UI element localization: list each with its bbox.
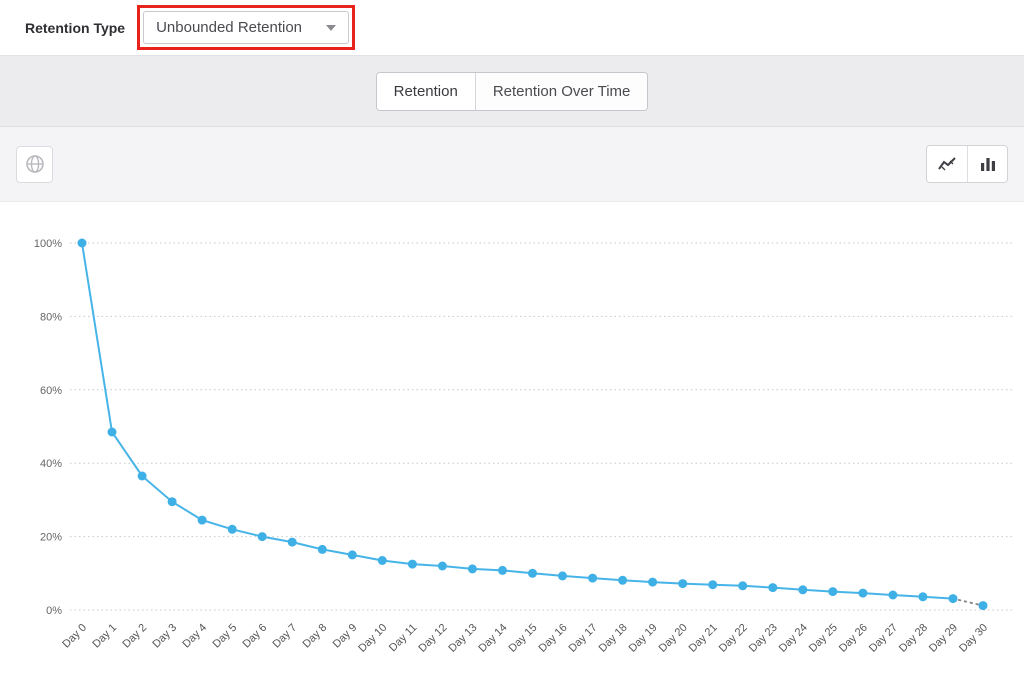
data-point[interactable] (888, 590, 898, 600)
x-tick-label: Day 0 (60, 622, 89, 651)
bar-chart-button[interactable] (967, 146, 1007, 182)
retention-type-bar: Retention Type Unbounded Retention (0, 0, 1024, 56)
data-point[interactable] (107, 427, 117, 437)
data-point[interactable] (768, 583, 778, 593)
bar-chart-icon (980, 158, 995, 171)
data-point[interactable] (648, 577, 658, 587)
x-tick-label: Day 5 (210, 622, 239, 651)
data-point[interactable] (978, 601, 988, 611)
data-point[interactable] (678, 579, 688, 589)
x-tick-label: Day 19 (627, 622, 660, 655)
x-tick-label: Day 25 (807, 622, 840, 655)
retention-line (81, 242, 954, 600)
line-chart-icon (938, 157, 956, 171)
x-tick-label: Day 21 (687, 622, 720, 655)
data-point[interactable] (377, 556, 387, 565)
data-point[interactable] (317, 544, 327, 554)
data-point[interactable] (227, 524, 237, 534)
x-tick-label: Day 22 (717, 622, 750, 655)
x-tick-label: Day 15 (506, 622, 539, 655)
x-tick-label: Day 13 (446, 622, 479, 655)
line-chart-button[interactable] (927, 146, 967, 182)
x-tick-label: Day 14 (476, 622, 509, 655)
y-tick-label: 40% (40, 458, 62, 470)
chart-type-toggle (926, 145, 1008, 183)
x-tick-label: Day 6 (241, 622, 270, 651)
retention-type-label: Retention Type (25, 19, 126, 36)
data-point[interactable] (498, 565, 507, 575)
x-tick-label: Day 24 (777, 622, 810, 655)
tab-retention[interactable]: Retention (376, 72, 475, 110)
annotation-box: Unbounded Retention (137, 5, 356, 50)
x-tick-label: Day 16 (537, 622, 570, 655)
retention-line-chart: 0%20%40%60%80%100%Day 0 Day 1 Day 2 Day 3 Da… (34, 238, 1014, 655)
data-point[interactable] (708, 580, 718, 590)
x-tick-label: Day 1 (90, 622, 119, 651)
data-point[interactable] (738, 581, 748, 591)
x-tick-label: Day 4 (180, 622, 209, 651)
x-tick-label: Day 23 (747, 622, 780, 655)
retention-tabs: Retention Retention Over Time (375, 71, 649, 111)
data-point[interactable] (287, 537, 297, 547)
chevron-down-icon (326, 24, 337, 31)
data-point[interactable] (528, 568, 537, 578)
data-point[interactable] (407, 559, 417, 569)
data-point[interactable] (257, 532, 267, 542)
data-point[interactable] (467, 564, 477, 574)
data-point[interactable] (347, 550, 357, 560)
data-point[interactable] (918, 592, 928, 602)
x-tick-label: Day 20 (657, 622, 690, 655)
chart-toolbar (0, 127, 1024, 202)
data-point[interactable] (948, 594, 958, 604)
data-point[interactable] (167, 497, 177, 507)
data-point[interactable] (558, 571, 567, 581)
data-point[interactable] (858, 588, 868, 598)
x-tick-label: Day 18 (597, 622, 630, 655)
x-tick-label: Day 11 (387, 622, 420, 655)
y-tick-label: 100% (34, 238, 62, 250)
data-point[interactable] (798, 585, 808, 595)
x-tick-label: Day 17 (567, 622, 600, 655)
x-tick-label: Day 30 (957, 622, 990, 655)
data-point[interactable] (618, 575, 628, 585)
globe-icon (25, 155, 44, 173)
x-tick-label: Day 27 (867, 622, 900, 655)
tab-retention-over-time[interactable]: Retention Over Time (474, 72, 648, 110)
retention-chart: 0% 20% 40% 60% 80% 100% Day 0 Day 1 Day 2 Day 3 Da… (0, 202, 1024, 695)
incomplete-segment (952, 597, 984, 607)
data-point[interactable] (197, 515, 207, 525)
x-tick-label: Day 3 (150, 622, 179, 651)
data-point[interactable] (137, 471, 147, 481)
y-tick-label: 0% (46, 605, 62, 617)
x-tick-label: Day 7 (271, 622, 300, 651)
x-tick-label: Day 29 (927, 622, 960, 655)
data-point[interactable] (828, 587, 838, 597)
y-tick-label: 60% (40, 385, 62, 397)
x-tick-label: Day 8 (301, 622, 330, 651)
globe-icon-button[interactable] (16, 145, 53, 183)
data-point[interactable] (437, 561, 447, 571)
y-tick-label: 80% (40, 311, 62, 323)
tab-band: Retention Retention Over Time (0, 56, 1024, 127)
retention-type-value: Unbounded Retention (156, 19, 303, 36)
x-tick-label: Day 10 (356, 622, 389, 655)
retention-type-dropdown[interactable]: Unbounded Retention (143, 11, 350, 44)
x-tick-label: Day 12 (416, 622, 449, 655)
x-tick-label: Day 28 (897, 622, 930, 655)
x-tick-label: Day 26 (837, 622, 870, 655)
y-tick-label: 20% (40, 532, 62, 544)
data-point[interactable] (77, 238, 87, 248)
x-tick-label: Day 2 (120, 622, 149, 651)
data-point[interactable] (588, 573, 598, 583)
